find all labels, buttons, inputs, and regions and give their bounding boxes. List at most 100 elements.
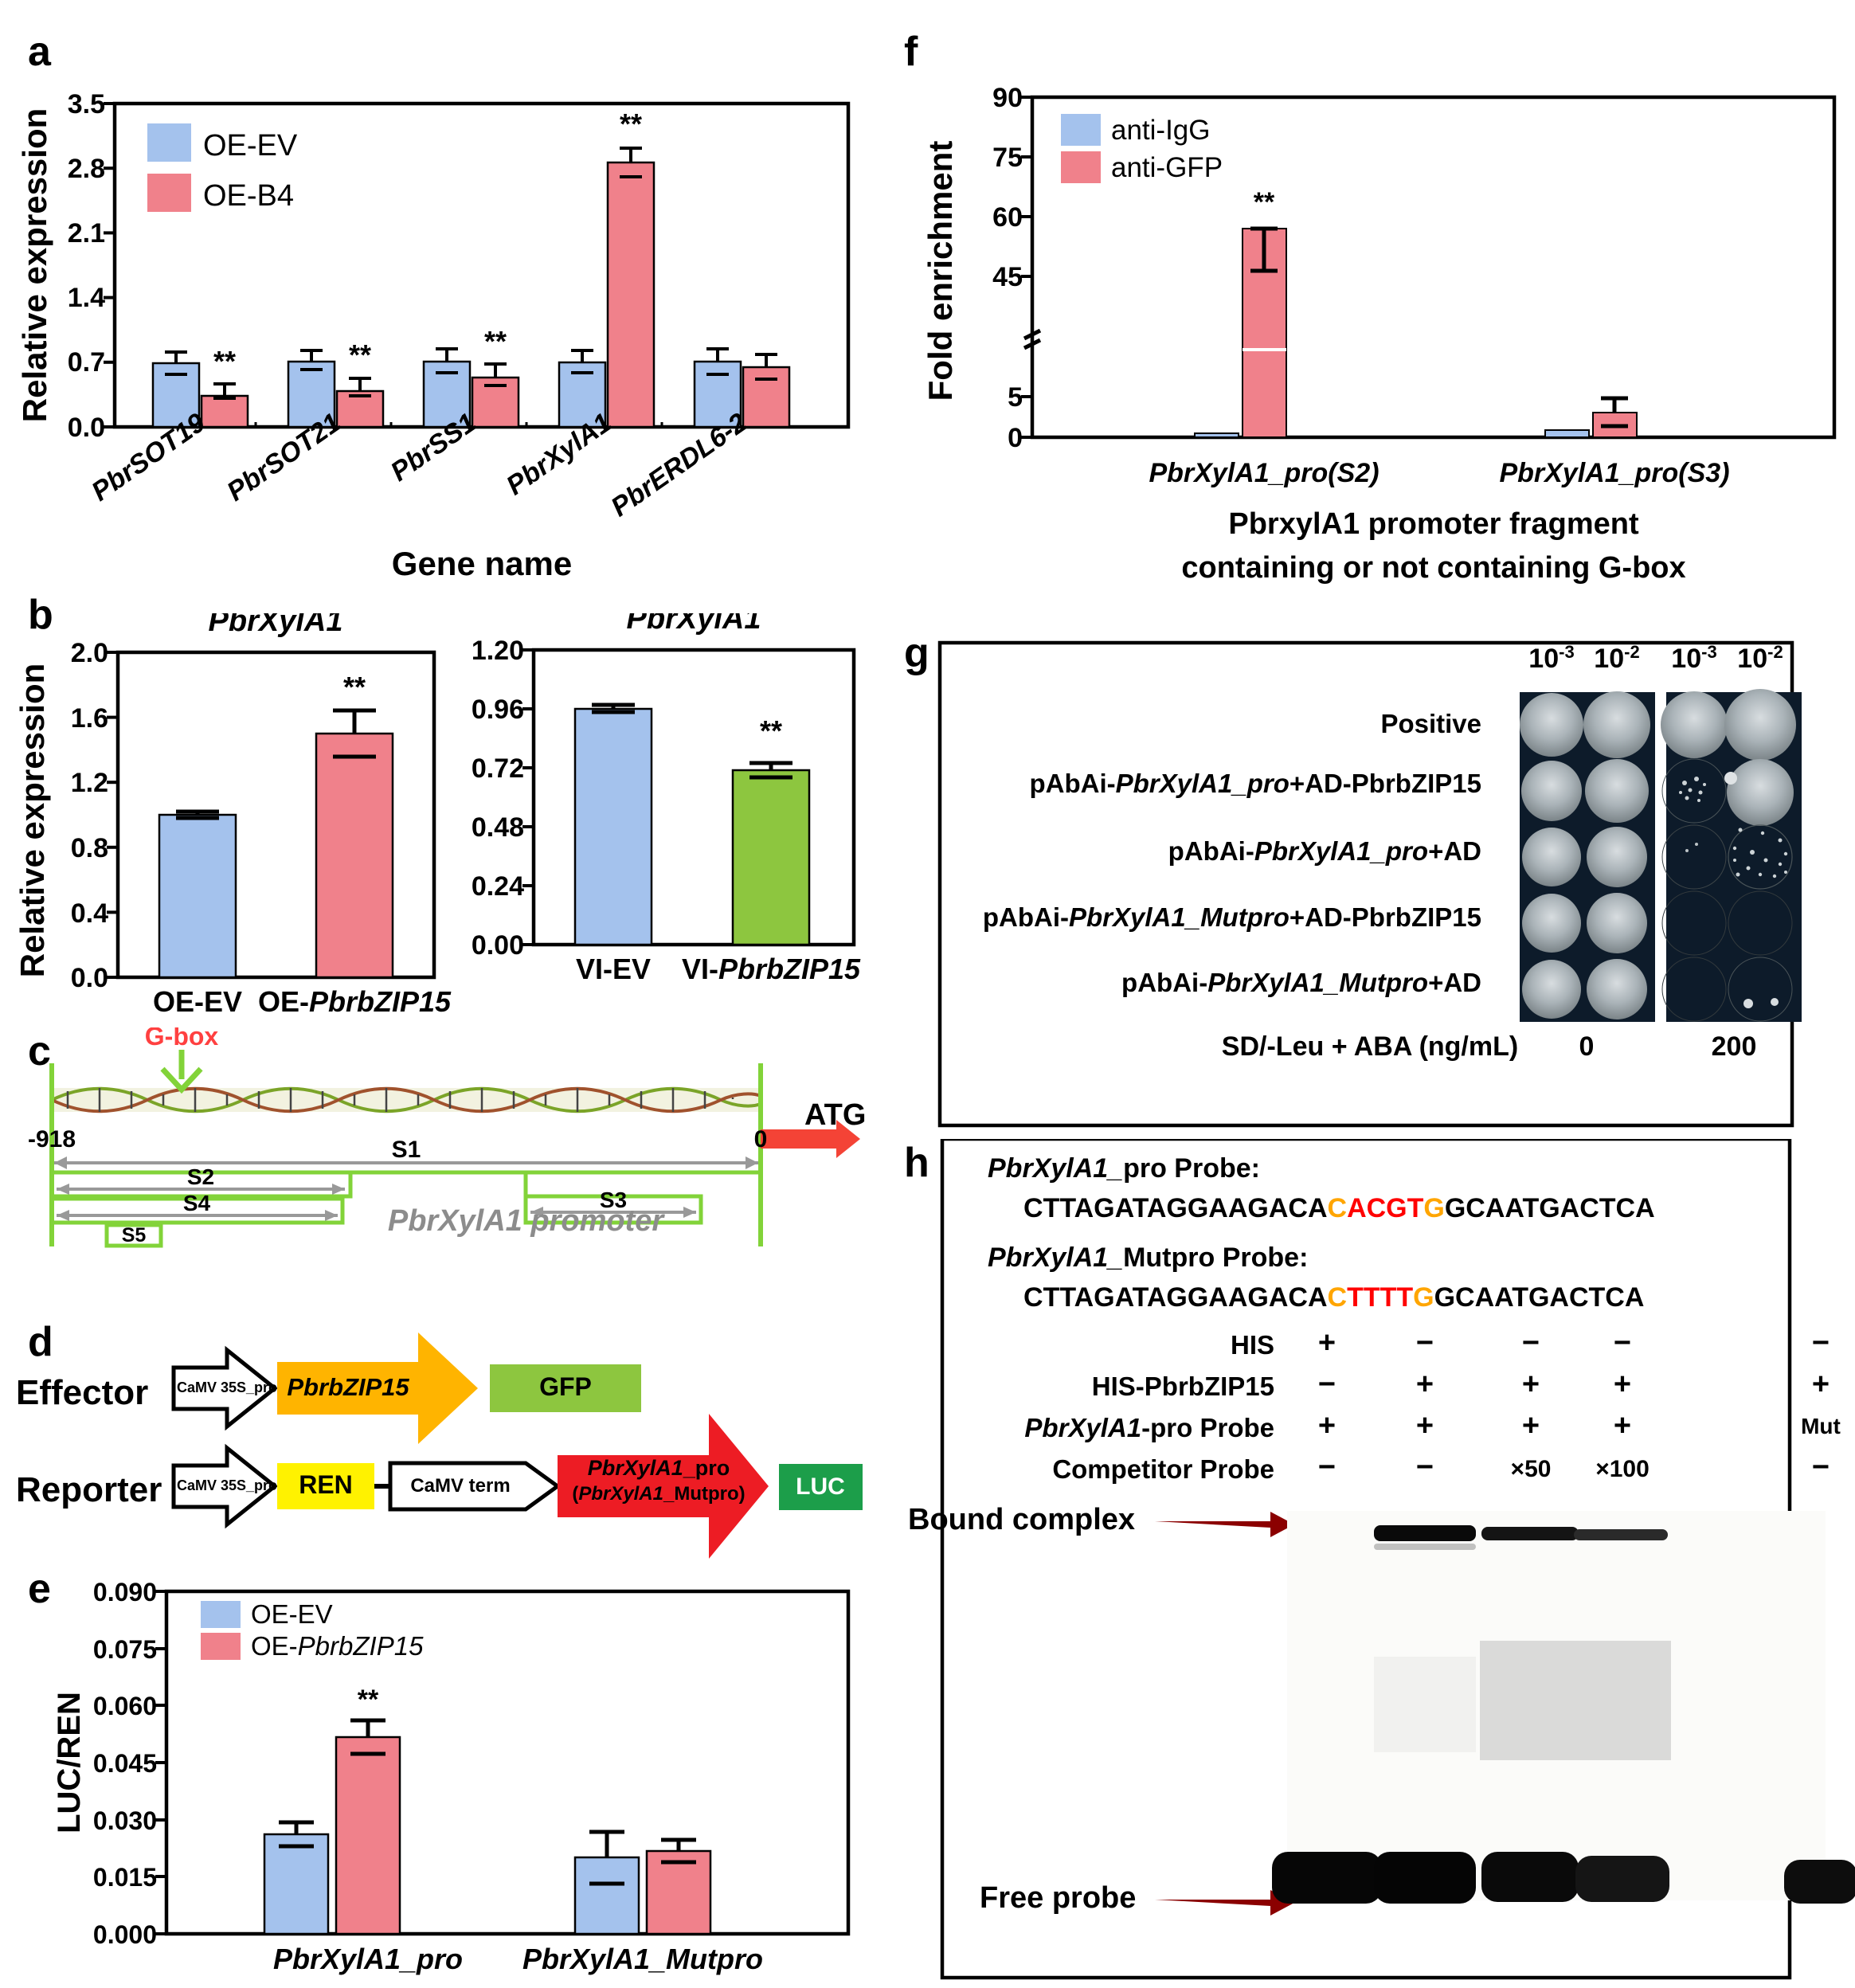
svg-text:3.5: 3.5 <box>68 89 105 119</box>
svg-text:10-2: 10-2 <box>1737 642 1783 675</box>
svg-text:−: − <box>1614 1326 1631 1360</box>
svg-text:+: + <box>1614 1368 1631 1401</box>
svg-text:pAbAi-PbrXylA1_pro+AD-PbrbZIP1: pAbAi-PbrXylA1_pro+AD-PbrbZIP15 <box>1029 769 1481 798</box>
svg-text:**: ** <box>213 345 236 378</box>
svg-text:CaMV 35S_pro: CaMV 35S_pro <box>177 1477 277 1493</box>
svg-text:0.045: 0.045 <box>93 1749 157 1778</box>
svg-text:+: + <box>1416 1409 1434 1442</box>
svg-text:Fold enrichment: Fold enrichment <box>922 141 959 401</box>
svg-text:-918: -918 <box>28 1126 76 1152</box>
svg-text:**: ** <box>484 325 507 358</box>
svg-text:PbrXylA1_Mutpro: PbrXylA1_Mutpro <box>522 1943 763 1975</box>
svg-text:REN: REN <box>299 1470 353 1499</box>
svg-text:10-3: 10-3 <box>1671 642 1716 675</box>
svg-text:SD/-Leu + ABA (ng/mL): SD/-Leu + ABA (ng/mL) <box>1222 1031 1518 1062</box>
svg-text:−: − <box>1812 1326 1830 1360</box>
svg-text:HIS: HIS <box>1231 1330 1274 1360</box>
svg-text:0.030: 0.030 <box>93 1806 157 1835</box>
svg-text:OE-PbrbZIP15: OE-PbrbZIP15 <box>251 1631 424 1661</box>
svg-text:Gene name: Gene name <box>392 545 572 582</box>
svg-text:PbrxylA1 promoter fragment: PbrxylA1 promoter fragment <box>1228 507 1639 541</box>
svg-text:90: 90 <box>992 83 1023 113</box>
svg-text:Free probe: Free probe <box>980 1881 1136 1915</box>
svg-text:+: + <box>1522 1409 1540 1442</box>
svg-text:Bound complex: Bound complex <box>908 1503 1135 1536</box>
svg-text:0.48: 0.48 <box>472 812 524 843</box>
svg-text:+: + <box>1318 1326 1336 1360</box>
svg-text:+: + <box>1522 1368 1540 1401</box>
svg-text:ATG: ATG <box>804 1098 866 1132</box>
svg-text:PbrXylA1_pro Probe:: PbrXylA1_pro Probe: <box>988 1153 1260 1184</box>
svg-text:0.72: 0.72 <box>472 753 524 784</box>
svg-text:+: + <box>1416 1368 1434 1401</box>
svg-text:0.015: 0.015 <box>93 1863 157 1892</box>
svg-text:**: ** <box>343 671 366 703</box>
svg-text:PbrXylA1: PbrXylA1 <box>627 613 761 636</box>
svg-text:CaMV term: CaMV term <box>410 1475 510 1497</box>
svg-text:0: 0 <box>1008 423 1023 453</box>
svg-text:GFP: GFP <box>539 1372 592 1401</box>
svg-text:PbrXylA1-pro Probe: PbrXylA1-pro Probe <box>1024 1413 1274 1442</box>
svg-text:PbrXylA1_Mutpro Probe:: PbrXylA1_Mutpro Probe: <box>988 1242 1308 1273</box>
svg-text:5: 5 <box>1008 382 1023 413</box>
svg-text:0.00: 0.00 <box>472 930 524 961</box>
svg-text:+: + <box>1318 1409 1336 1442</box>
svg-text:45: 45 <box>992 262 1023 292</box>
svg-text:PbrXylA1_pro: PbrXylA1_pro <box>273 1943 463 1975</box>
svg-text:0.0: 0.0 <box>71 963 108 993</box>
svg-text:VI-EV: VI-EV <box>576 953 651 985</box>
svg-text:**: ** <box>760 714 782 747</box>
svg-text:Relative expression: Relative expression <box>14 663 51 978</box>
svg-text:**: ** <box>358 1685 379 1715</box>
svg-text:pAbAi-PbrXylA1_Mutpro+AD-PbrbZ: pAbAi-PbrXylA1_Mutpro+AD-PbrbZIP15 <box>983 902 1481 932</box>
svg-text:Mut: Mut <box>1801 1414 1841 1438</box>
svg-text:2.8: 2.8 <box>68 154 105 184</box>
svg-text:2.0: 2.0 <box>71 638 108 668</box>
svg-text:1.6: 1.6 <box>71 703 108 734</box>
svg-text:10-3: 10-3 <box>1528 642 1574 675</box>
svg-text:S5: S5 <box>122 1224 147 1246</box>
svg-text:Effector: Effector <box>16 1373 148 1412</box>
svg-text:Positive: Positive <box>1380 709 1481 738</box>
svg-text:OE-EV: OE-EV <box>251 1599 333 1629</box>
svg-text:0.7: 0.7 <box>68 347 105 378</box>
svg-text:×50: ×50 <box>1511 1456 1552 1482</box>
svg-text:**: ** <box>349 339 371 371</box>
svg-text:0: 0 <box>1579 1031 1595 1062</box>
svg-text:0.075: 0.075 <box>93 1635 157 1664</box>
svg-text:−: − <box>1318 1450 1336 1484</box>
svg-text:+: + <box>1812 1368 1830 1401</box>
svg-text:−: − <box>1416 1326 1434 1360</box>
svg-text:OE-B4: OE-B4 <box>203 179 294 213</box>
svg-text:−: − <box>1812 1450 1830 1484</box>
svg-text:1.4: 1.4 <box>68 283 105 313</box>
svg-text:**: ** <box>1254 187 1275 217</box>
svg-text:OE-EV: OE-EV <box>153 985 242 1018</box>
svg-text:0: 0 <box>754 1126 768 1152</box>
svg-text:PbrXylA1_pro: PbrXylA1_pro <box>588 1456 730 1480</box>
svg-text:OE-PbrbZIP15: OE-PbrbZIP15 <box>258 985 452 1018</box>
svg-text:60: 60 <box>992 202 1023 233</box>
svg-text:0.4: 0.4 <box>71 898 108 929</box>
svg-text:0.8: 0.8 <box>71 833 108 863</box>
svg-text:HIS-PbrbZIP15: HIS-PbrbZIP15 <box>1092 1372 1274 1401</box>
svg-text:OE-EV: OE-EV <box>203 129 298 162</box>
svg-text:200: 200 <box>1712 1031 1757 1062</box>
svg-text:1.2: 1.2 <box>71 768 108 798</box>
svg-text:CTTAGATAGGAAGACACACGTGGCAATGAC: CTTAGATAGGAAGACACACGTGGCAATGACTCA <box>1023 1193 1655 1223</box>
svg-text:LUC/REN: LUC/REN <box>52 1692 87 1833</box>
svg-text:CaMV 35S_pro: CaMV 35S_pro <box>177 1379 277 1395</box>
svg-text:S2: S2 <box>187 1164 214 1189</box>
svg-text:PbrXylA1: PbrXylA1 <box>209 613 343 638</box>
svg-text:0.000: 0.000 <box>93 1920 157 1949</box>
svg-text:0.0: 0.0 <box>68 413 105 443</box>
svg-text:PbrbZIP15: PbrbZIP15 <box>287 1373 409 1401</box>
svg-text:+: + <box>1614 1409 1631 1442</box>
svg-text:10-2: 10-2 <box>1594 642 1639 675</box>
svg-text:2.1: 2.1 <box>68 218 105 248</box>
svg-text:S1: S1 <box>392 1137 421 1163</box>
svg-text:G-box: G-box <box>145 1027 219 1051</box>
svg-text:−: − <box>1522 1326 1540 1360</box>
svg-text:0.96: 0.96 <box>472 695 524 725</box>
svg-text:anti-IgG: anti-IgG <box>1111 115 1211 146</box>
